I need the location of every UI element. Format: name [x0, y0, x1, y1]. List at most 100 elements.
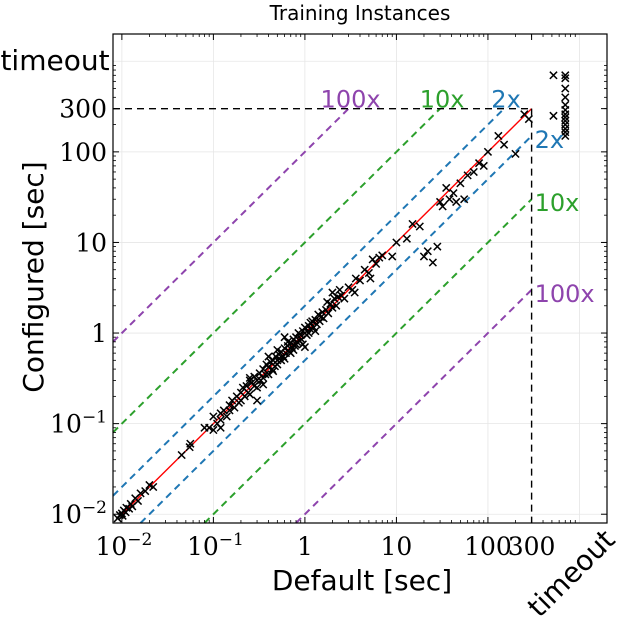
y-tick-label: 10−1 [50, 408, 107, 439]
data-point [408, 219, 417, 229]
data-point [452, 197, 461, 207]
data-point-stroke [415, 222, 424, 231]
data-point [438, 202, 447, 211]
data-point [371, 259, 381, 269]
data-point-stroke [261, 370, 270, 379]
data-point [499, 140, 509, 149]
data-point [415, 222, 424, 231]
y-tick-label: 300 [59, 95, 107, 124]
grid [113, 34, 607, 523]
data-point [216, 415, 225, 425]
data-point-stroke [419, 252, 429, 261]
data-point [561, 124, 570, 133]
x-tick-label: 10−1 [187, 530, 244, 561]
x-tick-label: 300 [508, 532, 556, 561]
y-axis-label: Configured [sec] [17, 161, 50, 392]
data-point [456, 179, 465, 188]
data-point-stroke [561, 131, 570, 141]
data-point [561, 84, 570, 93]
x-axis-label: Default [sec] [272, 564, 452, 597]
data-point [433, 242, 442, 251]
reference-line-upper [112, 107, 350, 343]
data-point [419, 252, 429, 261]
x-tick-label: 10−2 [95, 530, 152, 561]
data-point [561, 71, 570, 80]
data-point-stroke [456, 179, 465, 188]
data-point-stroke [321, 305, 331, 315]
data-point-stroke [494, 131, 503, 141]
data-point [474, 159, 484, 168]
data-point [435, 197, 445, 207]
data-point-stroke [561, 113, 570, 122]
data-point-stroke [479, 161, 488, 171]
data-point [423, 247, 432, 256]
data-point-stroke [311, 326, 320, 336]
data-point [323, 297, 332, 307]
data-point-stroke [296, 330, 305, 340]
x-tick-label: 100 [464, 532, 512, 561]
data-point [222, 412, 231, 421]
data-point [460, 195, 469, 204]
data-point [209, 412, 218, 421]
data-point [306, 318, 315, 327]
data-point-stroke [340, 294, 349, 303]
data-point [561, 74, 570, 83]
data-point [392, 238, 401, 247]
data-point [200, 423, 209, 432]
data-point [561, 131, 570, 141]
data-point-stroke [264, 370, 273, 379]
data-point-stroke [306, 318, 315, 327]
data-point-stroke [366, 274, 375, 283]
data-point [273, 345, 282, 355]
reference-label-lower: 2x [535, 126, 564, 154]
x-tick-label: 10 [381, 532, 413, 561]
data-point-stroke [408, 219, 417, 229]
data-point-stroke [524, 114, 533, 124]
reference-line-upper [112, 107, 441, 434]
data-point-stroke [561, 71, 570, 80]
data-point-stroke [449, 189, 458, 198]
data-point [242, 381, 251, 391]
y-tick-label: 100 [59, 138, 107, 167]
data-point-stroke [344, 283, 353, 292]
data-point-stroke [474, 159, 484, 168]
data-point [350, 288, 359, 297]
data-point-stroke [435, 197, 445, 207]
data-point-stroke [145, 480, 154, 490]
data-point-stroke [355, 276, 365, 285]
data-point [479, 161, 488, 171]
data-point [378, 251, 387, 260]
data-point-stroke [499, 140, 509, 149]
data-point-stroke [177, 450, 186, 460]
reference-label-upper: 10x [420, 86, 465, 114]
data-point-stroke [360, 265, 369, 274]
data-point-stroke [388, 252, 397, 261]
data-point-stroke [236, 388, 246, 397]
data-point [328, 288, 337, 297]
data-point-stroke [371, 259, 381, 269]
data-point [300, 342, 310, 352]
data-point-stroke [335, 285, 344, 294]
data-point [225, 406, 234, 415]
data-point [252, 396, 262, 405]
data-point [549, 111, 558, 120]
data-point-stroke [273, 345, 282, 355]
data-point-stroke [200, 423, 209, 432]
data-point [442, 183, 451, 193]
data-point-stroke [252, 396, 262, 405]
data-point [445, 195, 454, 204]
data-point-stroke [460, 195, 469, 204]
data-point-stroke [428, 258, 437, 267]
data-point [524, 114, 533, 124]
data-point-stroke [269, 366, 278, 376]
data-point-stroke [442, 183, 451, 193]
data-point [428, 258, 437, 267]
data-point-stroke [264, 363, 273, 372]
data-point-stroke [259, 380, 268, 389]
reference-label-upper: 100x [321, 86, 381, 114]
data-point-stroke [433, 242, 442, 251]
data-point-stroke [469, 167, 478, 177]
data-point [561, 113, 570, 122]
data-point-stroke [186, 439, 195, 448]
